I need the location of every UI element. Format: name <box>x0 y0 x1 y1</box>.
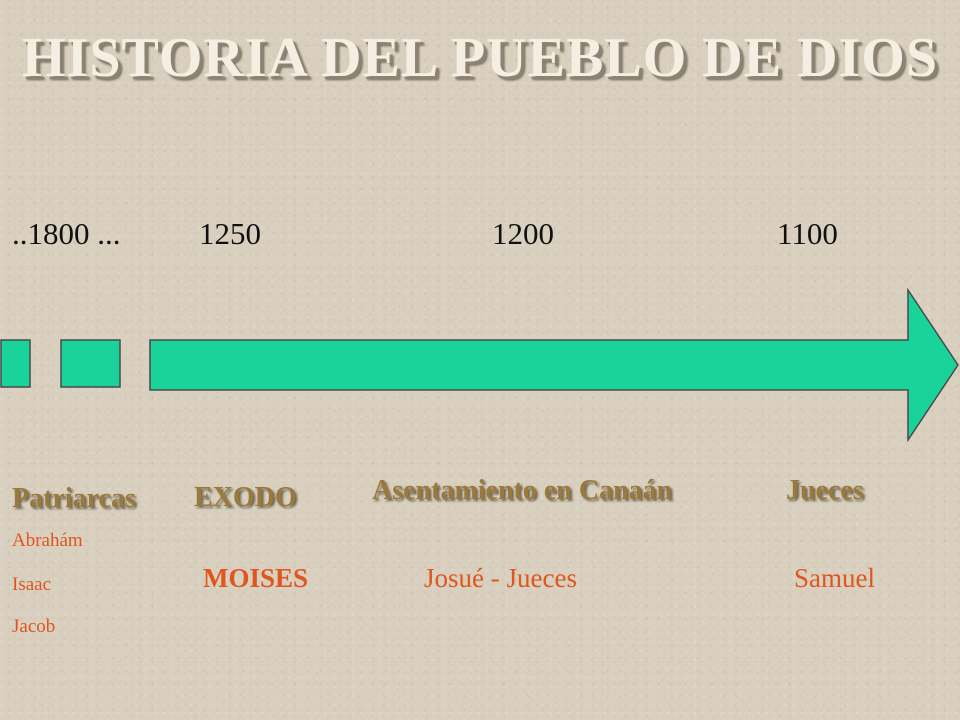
year-1200: 1200 <box>492 216 554 251</box>
year-1250: 1250 <box>199 216 261 251</box>
person-jacob: Jacob <box>12 616 56 637</box>
person-abraham: Abrahám <box>12 530 83 551</box>
timeline-arrow <box>149 288 959 442</box>
heading-exodo: EXODO <box>194 482 297 513</box>
timeline-block-1 <box>0 339 31 388</box>
figure-josue-jueces: Josué - Jueces <box>424 563 577 593</box>
timeline-block-2 <box>60 339 121 388</box>
slide-title: HISTORIA DEL PUEBLO DE DIOS <box>21 27 939 89</box>
heading-asentamiento: Asentamiento en Canaán <box>372 475 673 506</box>
figure-samuel: Samuel <box>794 563 875 593</box>
year-1100: 1100 <box>777 216 838 251</box>
timeline-arrow-graphic <box>0 288 959 442</box>
figure-moises: MOISES <box>203 563 309 593</box>
year-1800: ..1800 ... <box>12 216 121 251</box>
person-isaac: Isaac <box>12 574 52 595</box>
heading-patriarcas: Patriarcas <box>12 483 136 514</box>
heading-jueces: Jueces <box>786 475 864 506</box>
